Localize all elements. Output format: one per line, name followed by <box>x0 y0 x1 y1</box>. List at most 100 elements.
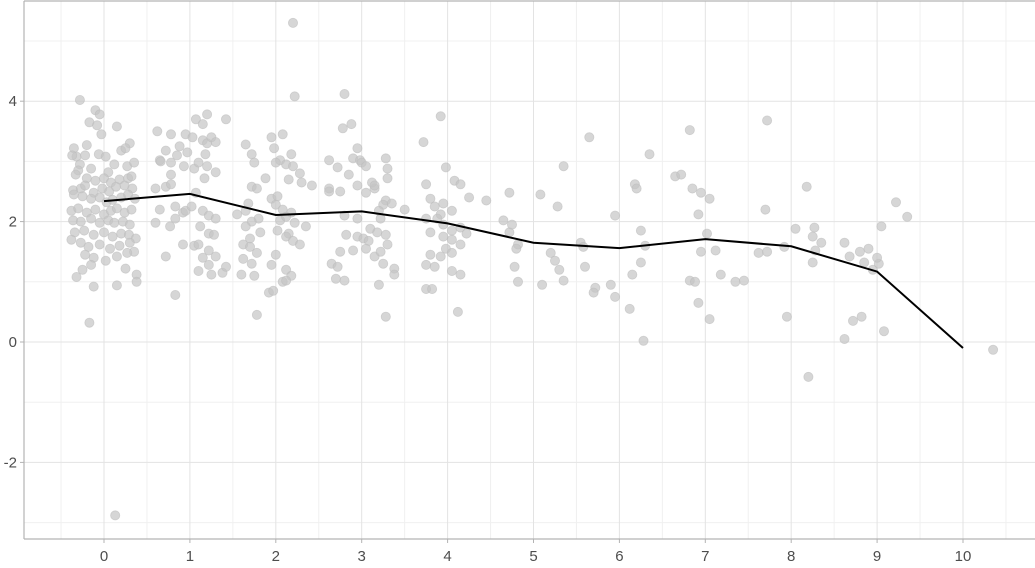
data-point <box>863 243 874 254</box>
data-point <box>455 179 466 190</box>
data-point <box>111 203 122 214</box>
data-point <box>294 168 305 179</box>
data-point <box>240 221 251 232</box>
data-point <box>375 246 386 257</box>
data-point <box>455 269 466 280</box>
data-point <box>77 264 88 275</box>
x-axis-ticks: 0 1 2 3 4 5 6 7 8 9 10 <box>100 539 971 565</box>
data-point <box>193 157 204 168</box>
data-point <box>676 169 687 180</box>
data-point <box>446 265 457 276</box>
y-tick-label: 2 <box>9 214 17 231</box>
data-point <box>421 179 432 190</box>
data-point <box>693 297 704 308</box>
data-point <box>75 237 86 248</box>
data-point <box>165 179 176 190</box>
data-point <box>190 114 201 125</box>
data-point <box>232 209 243 220</box>
data-point <box>380 153 391 164</box>
data-point <box>324 155 335 166</box>
data-point <box>610 291 621 302</box>
data-point <box>260 173 271 184</box>
data-point <box>335 246 346 257</box>
data-point <box>790 223 801 234</box>
data-point <box>68 189 79 200</box>
data-point <box>187 132 198 143</box>
data-point <box>154 204 165 215</box>
data-point <box>346 119 357 130</box>
data-point <box>165 129 176 140</box>
data-point <box>170 201 181 212</box>
data-point <box>696 187 707 198</box>
data-point <box>372 227 383 238</box>
data-point <box>879 326 890 337</box>
data-point <box>339 89 350 100</box>
data-point <box>324 186 335 197</box>
data-point <box>165 169 176 180</box>
data-point <box>246 258 257 269</box>
data-point <box>509 261 520 272</box>
data-point <box>330 273 341 284</box>
data-point <box>160 251 171 262</box>
data-point <box>249 270 260 281</box>
data-point <box>111 251 122 262</box>
data-point <box>287 17 298 28</box>
data-point <box>704 193 715 204</box>
data-point <box>249 157 260 168</box>
data-point <box>558 275 569 286</box>
data-point <box>210 137 221 148</box>
data-point <box>268 285 279 296</box>
data-point <box>335 186 346 197</box>
data-point <box>203 245 214 256</box>
data-point <box>80 150 91 161</box>
data-point <box>360 161 371 172</box>
data-point <box>537 279 548 290</box>
data-point <box>124 237 135 248</box>
data-point <box>283 174 294 185</box>
data-point <box>296 177 307 188</box>
data-point <box>762 115 773 126</box>
data-point <box>753 247 764 258</box>
data-point <box>79 225 90 236</box>
data-point <box>152 126 163 137</box>
data-point <box>730 276 741 287</box>
data-point <box>352 213 363 224</box>
data-point <box>702 228 713 239</box>
data-point <box>552 201 563 212</box>
x-tick-label: 8 <box>787 548 795 565</box>
data-point <box>96 129 107 140</box>
data-point <box>160 145 171 156</box>
data-point <box>306 180 317 191</box>
data-point <box>856 311 867 322</box>
data-point <box>427 283 438 294</box>
data-point <box>186 201 197 212</box>
data-point <box>111 121 122 132</box>
x-tick-label: 6 <box>615 548 623 565</box>
data-point <box>876 221 887 232</box>
data-point <box>550 255 561 266</box>
data-point <box>803 371 814 382</box>
data-point <box>94 109 105 120</box>
data-point <box>126 204 137 215</box>
data-point <box>380 229 391 240</box>
data-point <box>246 149 257 160</box>
data-point <box>739 275 750 286</box>
data-point <box>438 198 449 209</box>
data-point <box>114 240 125 251</box>
data-point <box>584 132 595 143</box>
data-point <box>339 210 350 221</box>
data-point <box>386 198 397 209</box>
data-point <box>84 317 95 328</box>
data-point <box>195 221 206 232</box>
data-point <box>429 261 440 272</box>
data-point <box>760 204 771 215</box>
data-point <box>710 245 721 256</box>
data-point <box>210 251 221 262</box>
data-point <box>251 183 262 194</box>
data-point <box>286 149 297 160</box>
data-point <box>988 344 999 355</box>
data-point <box>635 257 646 268</box>
data-point <box>266 132 277 143</box>
data-point <box>816 237 827 248</box>
data-point <box>155 156 166 167</box>
